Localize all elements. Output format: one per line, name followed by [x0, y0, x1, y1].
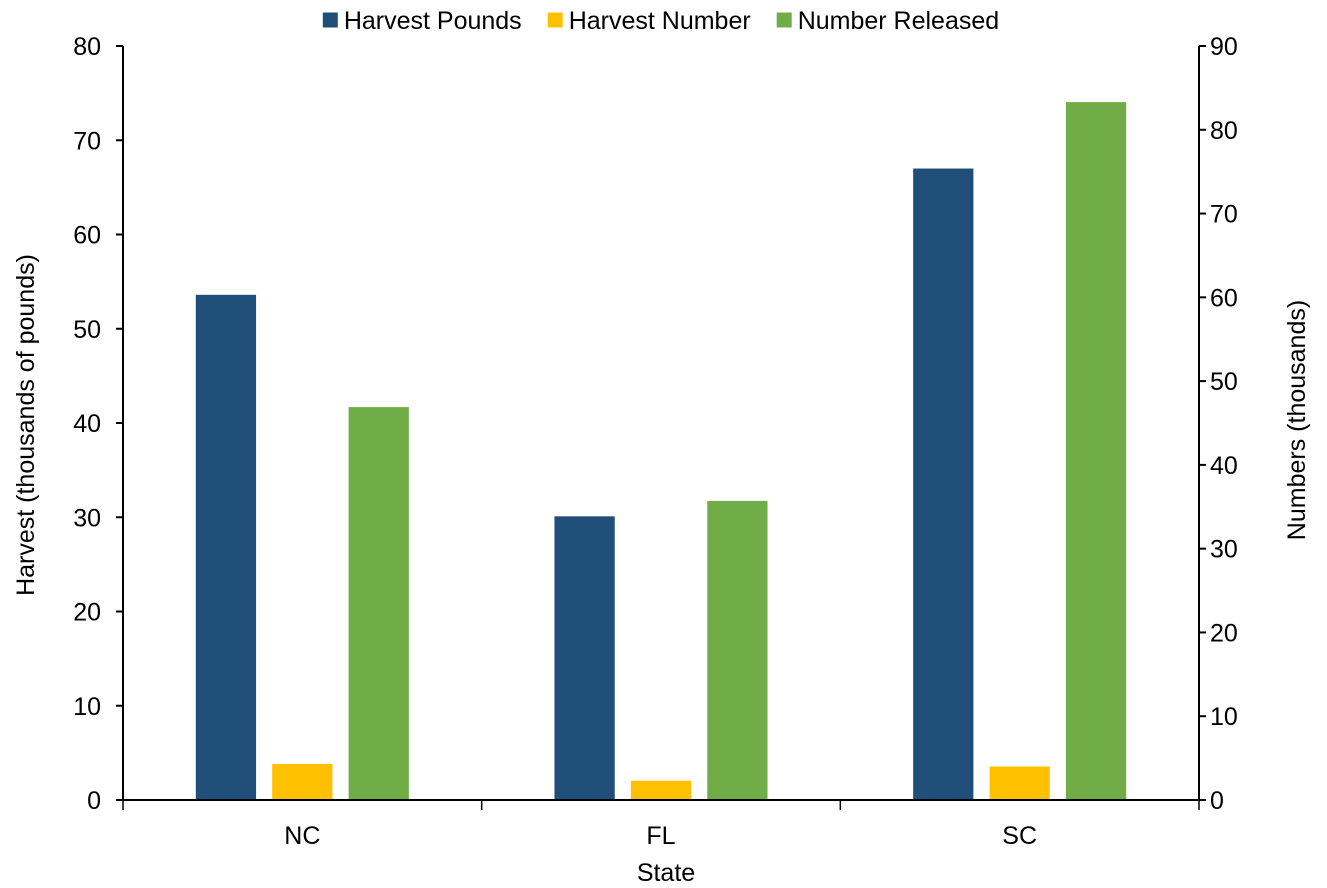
y-tick-label-right: 50 — [1210, 368, 1238, 396]
bar-number-released-nc — [348, 407, 409, 800]
y-tick-label-right: 30 — [1210, 536, 1238, 564]
legend-label: Number Released — [798, 7, 1000, 35]
y-tick-label-right: 40 — [1210, 452, 1238, 480]
y-tick-label-left: 20 — [73, 599, 101, 627]
y-tick-label-left: 30 — [73, 504, 101, 532]
legend-swatch-harvest-number — [547, 12, 563, 28]
y-tick-label-left: 0 — [87, 787, 101, 815]
legend: Harvest Pounds Harvest Number Number Relea… — [322, 7, 1000, 35]
bar-harvest-number-sc — [989, 766, 1050, 800]
x-axis-title: State — [637, 859, 695, 887]
y-tick-label-right: 0 — [1210, 787, 1224, 815]
bar-number-released-fl — [707, 500, 768, 800]
axes-group: 0 10 20 30 40 50 60 70 80 0 10 20 30 40 50 60 70 80 90 NC FL… — [73, 33, 1238, 850]
y-axis-title-right: Numbers (thousands) — [1283, 300, 1311, 540]
y-tick-label-left: 60 — [73, 222, 101, 250]
x-tick-label: FL — [646, 822, 675, 850]
y-tick-label-right: 10 — [1210, 703, 1238, 731]
x-tick-label: NC — [284, 822, 320, 850]
y-tick-label-right: 90 — [1210, 33, 1238, 61]
bars-group — [195, 102, 1127, 801]
bar-harvest-number-fl — [630, 780, 692, 800]
legend-label: Harvest Number — [569, 7, 751, 35]
bar-number-released-sc — [1065, 102, 1127, 801]
y-tick-label-left: 50 — [73, 316, 101, 344]
y-tick-label-right: 80 — [1210, 117, 1238, 145]
y-tick-label-left: 10 — [73, 693, 101, 721]
y-tick-label-left: 40 — [73, 410, 101, 438]
legend-label: Harvest Pounds — [344, 7, 522, 35]
bar-harvest-pounds-nc — [195, 294, 257, 800]
x-tick-label: SC — [1002, 822, 1037, 850]
y-tick-label-left: 70 — [73, 127, 101, 155]
bar-harvest-pounds-sc — [913, 168, 974, 800]
y-tick-label-left: 80 — [73, 33, 101, 61]
y-tick-label-right: 70 — [1210, 201, 1238, 229]
y-tick-label-right: 20 — [1210, 619, 1238, 647]
bar-harvest-pounds-fl — [554, 516, 615, 800]
y-axis-title-left: Harvest (thousands of pounds) — [12, 254, 40, 596]
bar-harvest-number-nc — [272, 763, 333, 800]
legend-swatch-number-released — [776, 12, 792, 28]
legend-swatch-harvest-pounds — [322, 12, 338, 28]
y-tick-label-right: 60 — [1210, 284, 1238, 312]
